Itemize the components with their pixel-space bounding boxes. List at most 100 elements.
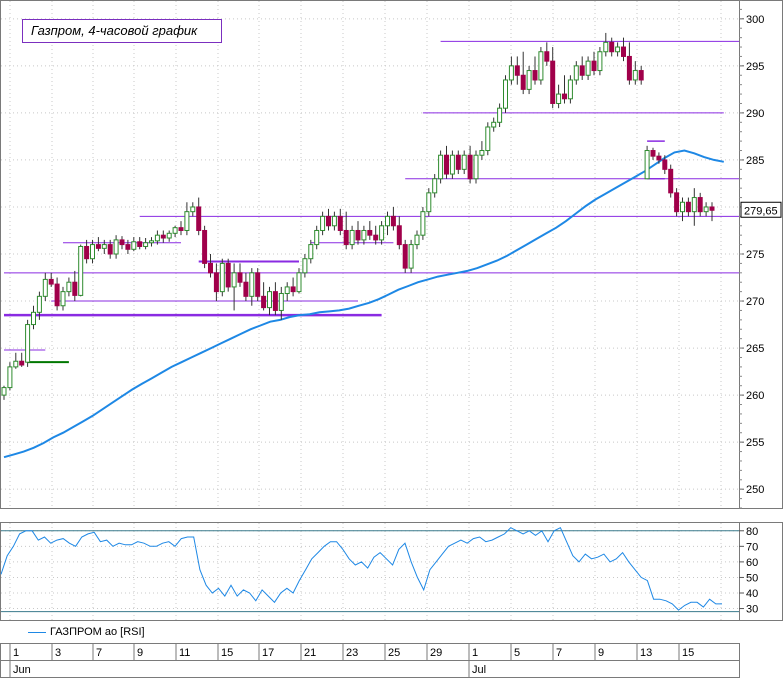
candle-body bbox=[626, 55, 632, 81]
candle-body bbox=[573, 65, 579, 81]
candle-body bbox=[178, 227, 184, 231]
candle-body bbox=[25, 324, 31, 363]
candle-body bbox=[160, 234, 166, 239]
x-tick-label: 17 bbox=[262, 647, 274, 659]
candle-body bbox=[367, 229, 373, 236]
candle-body bbox=[373, 234, 379, 241]
candle-body bbox=[544, 51, 550, 62]
rsi-legend: ГАЗПРОМ ао [RSI] bbox=[0, 624, 740, 642]
candle-body bbox=[485, 126, 491, 152]
candle-body bbox=[562, 93, 567, 100]
candle-body bbox=[603, 41, 609, 53]
last-price-label: 279,65 bbox=[744, 205, 778, 217]
candle-body bbox=[355, 229, 361, 241]
candle-body bbox=[379, 225, 385, 241]
x-tick-label: 29 bbox=[430, 647, 442, 659]
candle-body bbox=[296, 272, 302, 293]
candle-body bbox=[526, 70, 532, 90]
candle-body bbox=[60, 291, 66, 307]
candle-body bbox=[473, 154, 479, 180]
candle-body bbox=[95, 244, 101, 249]
rsi-line bbox=[0, 527, 722, 611]
candle-body bbox=[290, 286, 296, 293]
candle-body bbox=[609, 41, 615, 53]
x-tick-label: 1 bbox=[13, 647, 19, 659]
candle-body bbox=[656, 155, 662, 161]
candle-body bbox=[597, 51, 603, 72]
candle-body bbox=[615, 46, 621, 53]
candle-body bbox=[538, 51, 544, 81]
y-tick-label: 300 bbox=[746, 14, 764, 26]
candle-body bbox=[408, 244, 414, 269]
candle-body bbox=[272, 291, 278, 311]
candle-body bbox=[119, 239, 125, 246]
x-tick-label: 15 bbox=[221, 647, 233, 659]
rsi-legend-label: ГАЗПРОМ ао [RSI] bbox=[50, 626, 145, 638]
x-tick-label: 5 bbox=[514, 647, 520, 659]
candle-body bbox=[331, 215, 337, 227]
moving-average bbox=[3, 149, 724, 459]
candles bbox=[1, 32, 715, 400]
candle-body bbox=[131, 241, 137, 250]
candle-body bbox=[172, 227, 178, 234]
candle-body bbox=[385, 215, 390, 227]
candle-body bbox=[644, 150, 650, 180]
candle-body bbox=[326, 215, 331, 227]
candle-body bbox=[396, 225, 402, 246]
x-tick-label: 11 bbox=[179, 647, 190, 659]
x-tick-label: 9 bbox=[598, 647, 604, 659]
x-tick-label: 15 bbox=[682, 647, 694, 659]
price-axis-frame bbox=[739, 0, 783, 509]
candle-body bbox=[1, 387, 7, 396]
candle-body bbox=[668, 168, 674, 194]
y-tick-label: 250 bbox=[746, 484, 764, 496]
rsi-axis-frame bbox=[739, 522, 783, 621]
candle-body bbox=[7, 366, 13, 389]
candle-body bbox=[219, 262, 225, 293]
candle-body bbox=[278, 293, 284, 311]
candle-body bbox=[231, 272, 237, 288]
candle-body bbox=[685, 201, 691, 213]
x-tick-label: 1 bbox=[472, 647, 478, 659]
y-tick-label: 295 bbox=[746, 61, 764, 73]
chart-title: Газпром, 4-часовой график bbox=[22, 19, 222, 43]
candle-body bbox=[703, 206, 709, 213]
x-tick-label: 23 bbox=[346, 647, 358, 659]
candle-body bbox=[107, 244, 113, 255]
candle-body bbox=[13, 360, 19, 368]
candle-body bbox=[520, 74, 526, 90]
candle-body bbox=[314, 229, 320, 246]
last-price-box bbox=[740, 201, 782, 218]
x-tick-label: 7 bbox=[96, 647, 102, 659]
y-tick-label: 285 bbox=[746, 155, 764, 167]
candle-body bbox=[514, 65, 520, 76]
candle-body bbox=[143, 242, 149, 247]
rsi-legend-swatch bbox=[28, 632, 46, 633]
candle-body bbox=[420, 211, 426, 236]
candle-body bbox=[567, 79, 573, 100]
candle-body bbox=[54, 283, 60, 307]
candle-body bbox=[166, 232, 172, 239]
candle-body bbox=[78, 245, 84, 296]
candle-body bbox=[154, 234, 160, 242]
candle-body bbox=[196, 206, 202, 231]
y-tick-label: 255 bbox=[746, 437, 764, 449]
candle-body bbox=[66, 281, 72, 293]
candle-body bbox=[479, 150, 485, 156]
candle-body bbox=[556, 93, 562, 104]
rsi-y-tick-label: 80 bbox=[746, 526, 758, 538]
y-tick-label: 275 bbox=[746, 249, 764, 261]
candle-body bbox=[337, 215, 343, 231]
x-tick-label: 9 bbox=[137, 647, 143, 659]
candle-body bbox=[184, 211, 190, 231]
candle-body bbox=[349, 229, 355, 246]
candle-body bbox=[674, 192, 680, 213]
candle-body bbox=[638, 70, 644, 81]
candle-body bbox=[255, 272, 261, 297]
candle-body bbox=[432, 178, 438, 194]
candle-body bbox=[113, 239, 119, 255]
candle-body bbox=[101, 244, 107, 249]
candle-body bbox=[503, 79, 508, 109]
